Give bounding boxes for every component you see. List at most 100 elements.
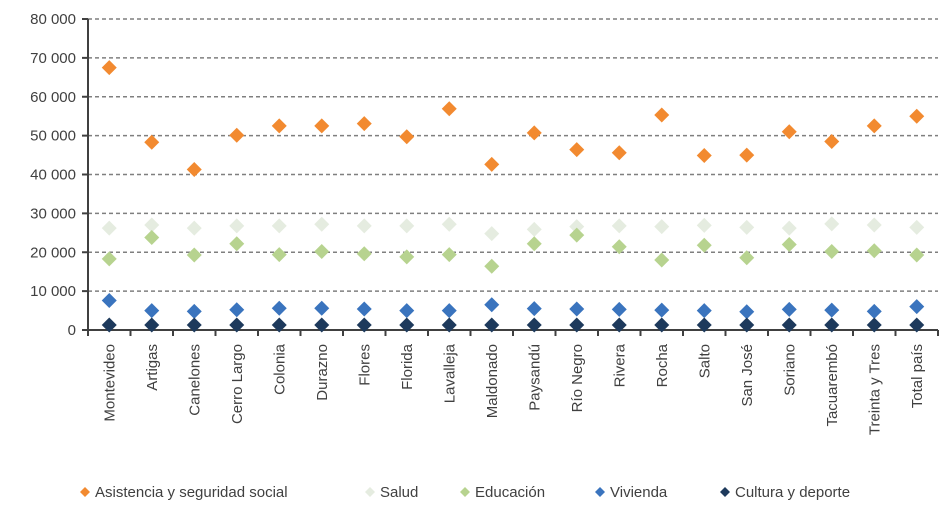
data-point [101, 220, 117, 236]
legend-label: Asistencia y seguridad social [95, 484, 288, 501]
data-point [101, 317, 117, 333]
data-point [696, 303, 712, 319]
data-point [654, 317, 670, 333]
data-point [399, 218, 415, 234]
data-point [484, 317, 500, 333]
x-tick-label: Canelones [186, 344, 203, 416]
data-point [314, 317, 330, 333]
data-point [399, 303, 415, 319]
data-point [569, 301, 585, 317]
x-tick-label: Maldonado [484, 344, 501, 418]
data-point [356, 116, 372, 132]
data-point [484, 226, 500, 242]
data-point [271, 247, 287, 263]
data-point [654, 252, 670, 268]
data-point [526, 236, 542, 252]
data-point [569, 142, 585, 158]
data-point [909, 219, 925, 235]
data-point [696, 317, 712, 333]
data-point [866, 317, 882, 333]
data-point [909, 299, 925, 315]
data-point [441, 303, 457, 319]
x-tick-label: Treinta y Tres [866, 344, 883, 435]
data-point [356, 246, 372, 262]
data-point [696, 217, 712, 233]
data-point [101, 292, 117, 308]
data-point [526, 317, 542, 333]
x-tick-label: San José [739, 344, 756, 407]
data-point [526, 221, 542, 237]
x-tick-label: Rivera [611, 343, 628, 387]
data-point [484, 258, 500, 274]
data-point [611, 145, 627, 161]
data-point [909, 247, 925, 263]
data-point [824, 243, 840, 259]
data-point [866, 303, 882, 319]
data-point [399, 129, 415, 145]
data-point [611, 239, 627, 255]
data-point [186, 161, 202, 177]
gridlines [88, 18, 938, 292]
y-tick-label: 10 000 [30, 283, 76, 300]
data-point [824, 133, 840, 149]
data-point [569, 317, 585, 333]
data-point [271, 118, 287, 134]
legend-marker-icon [460, 487, 470, 497]
data-point [144, 317, 160, 333]
data-point [144, 229, 160, 245]
data-point [229, 218, 245, 234]
x-tick-label: Total país [909, 344, 926, 408]
data-point [271, 317, 287, 333]
axes: 0 10 000 20 000 30 000 40 000 50 000 60 000 70 … [30, 11, 939, 435]
legend-marker-icon [720, 487, 730, 497]
data-point [909, 108, 925, 124]
data-point [229, 236, 245, 252]
legend-marker-icon [595, 487, 605, 497]
data-point [569, 227, 585, 243]
data-point [781, 236, 797, 252]
data-point [739, 317, 755, 333]
data-point [654, 219, 670, 235]
data-point [186, 220, 202, 236]
data-point [909, 317, 925, 333]
legend-label: Cultura y deporte [735, 484, 850, 501]
data-point [271, 218, 287, 234]
legend-marker-icon [80, 487, 90, 497]
data-point [824, 216, 840, 232]
x-tick-label: Salto [696, 344, 713, 378]
data-point [271, 300, 287, 316]
data-point [866, 118, 882, 134]
data-point [186, 317, 202, 333]
data-point [611, 317, 627, 333]
y-tick-label: 70 000 [30, 50, 76, 67]
data-point [229, 317, 245, 333]
data-point [526, 125, 542, 141]
data-point [229, 302, 245, 318]
legend-label: Educación [475, 484, 545, 501]
data-point [824, 317, 840, 333]
data-point [484, 297, 500, 313]
data-point [739, 147, 755, 163]
data-point [356, 218, 372, 234]
data-point [186, 247, 202, 263]
data-point [399, 317, 415, 333]
x-tick-label: Florida [399, 343, 416, 390]
y-tick-label: 80 000 [30, 11, 76, 28]
data-point [356, 317, 372, 333]
data-point [696, 237, 712, 253]
data-point [441, 216, 457, 232]
data-point [144, 134, 160, 150]
data-point [314, 300, 330, 316]
data-point [229, 127, 245, 143]
y-tick-label: 60 000 [30, 89, 76, 106]
data-point [611, 301, 627, 317]
data-point [441, 317, 457, 333]
data-point [781, 124, 797, 140]
y-tick-label: 20 000 [30, 244, 76, 261]
x-tick-label: Montevideo [101, 344, 118, 422]
data-point [569, 219, 585, 235]
data-point [654, 107, 670, 123]
data-point [654, 302, 670, 318]
